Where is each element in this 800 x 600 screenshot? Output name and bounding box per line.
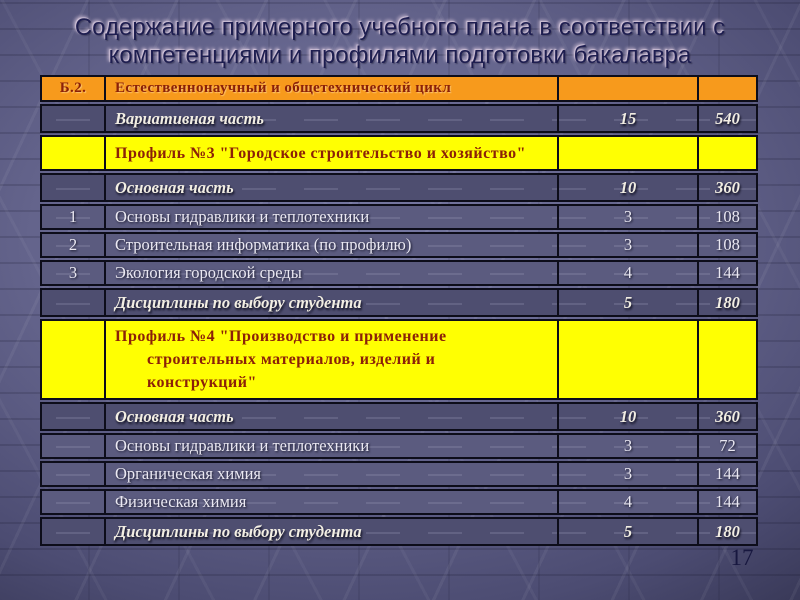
table-cell-code [42,106,104,131]
table-cell-code: 3 [68,263,78,282]
table-cell-code [42,175,104,200]
table-row: Дисциплины по выбору студента 5 180 [40,288,758,317]
table-cell-credits: 15 [557,106,697,131]
table-cell-code [42,137,104,169]
table-row: Профиль №4 "Производство и применение ст… [40,319,758,400]
table-cell-code [42,321,104,398]
table-cell-code: 2 [68,235,78,254]
table-cell-name: Дисциплины по выбору студента [104,519,557,544]
table-cell-name: Основная часть [104,404,557,429]
page-number: 17 [730,545,754,570]
table-cell-code: Б.2. [59,80,87,96]
table-cell-code: 1 [68,207,78,226]
table-row: 1 Основы гидравлики и теплотехники 3 108 [40,204,758,230]
table-row: Органическая химия 3 144 [40,461,758,487]
table-cell-hours: 108 [697,234,756,256]
table-cell-hours: 360 [697,175,756,200]
table-cell-credits: 3 [557,435,697,457]
table-row: Профиль №3 "Городское строительство и хо… [40,135,758,171]
table-cell-name: Основы гидравлики и теплотехники [104,206,557,228]
table-row: Б.2. Естественнонаучный и общетехнический… [40,75,758,102]
table-cell-hours: 144 [697,463,756,485]
table-cell-hours: 360 [697,404,756,429]
table-cell-code [42,491,104,513]
table-cell-credits [557,321,697,398]
table-cell-hours: 108 [697,206,756,228]
table-cell-name: Профиль №4 "Производство и применение ст… [104,321,557,398]
table-row: Основная часть 10 360 [40,173,758,202]
table-cell-code [42,404,104,429]
table-row: 2 Строительная информатика (по профилю) 3 1… [40,232,758,258]
curriculum-table: Б.2. Естественнонаучный и общетехнический… [40,75,758,548]
table-cell-hours: 144 [697,491,756,513]
table-row: Дисциплины по выбору студента 5 180 [40,517,758,546]
table-cell-name: Экология городской среды [104,262,557,284]
table-cell-hours: 540 [697,106,756,131]
table-cell-credits: 10 [557,404,697,429]
table-cell-code [42,290,104,315]
table-cell-name: Вариативная часть [104,106,557,131]
table-cell-name: Профиль №3 "Городское строительство и хо… [104,137,557,169]
table-row: Основная часть 10 360 [40,402,758,431]
table-cell-hours [697,137,756,169]
table-cell-code [42,463,104,485]
table-cell-name: Естественнонаучный и общетехнический цик… [104,77,557,100]
table-cell-hours [697,321,756,398]
table-cell-credits [557,137,697,169]
table-cell-credits: 10 [557,175,697,200]
table-cell-credits: 4 [557,262,697,284]
table-cell-name: Дисциплины по выбору студента [104,290,557,315]
table-cell-code [42,519,104,544]
table-row: 3 Экология городской среды 4 144 [40,260,758,286]
table-cell-name: Строительная информатика (по профилю) [104,234,557,256]
slide-title-line-2: компетенциями и профилями подготовки бак… [108,42,692,69]
table-cell-hours: 72 [697,435,756,457]
table-row: Физическая химия 4 144 [40,489,758,515]
table-row: Основы гидравлики и теплотехники 3 72 [40,433,758,459]
table-cell-name: Физическая химия [104,491,557,513]
table-cell-name: Органическая химия [104,463,557,485]
slide-title: Содержание примерного учебного плана в с… [0,14,800,70]
table-cell-credits: 3 [557,206,697,228]
table-cell-credits: 3 [557,463,697,485]
table-cell-hours: 144 [697,262,756,284]
table-cell-name: Основная часть [104,175,557,200]
table-cell-hours [697,77,756,100]
table-cell-code [42,435,104,457]
slide-title-line-1: Содержание примерного учебного плана в с… [74,14,726,41]
table-cell-hours: 180 [697,290,756,315]
table-cell-credits: 5 [557,290,697,315]
table-cell-name: Основы гидравлики и теплотехники [104,435,557,457]
table-cell-hours: 180 [697,519,756,544]
table-row: Вариативная часть 15 540 [40,104,758,133]
table-cell-credits: 3 [557,234,697,256]
table-cell-credits [557,77,697,100]
table-cell-credits: 4 [557,491,697,513]
table-cell-credits: 5 [557,519,697,544]
